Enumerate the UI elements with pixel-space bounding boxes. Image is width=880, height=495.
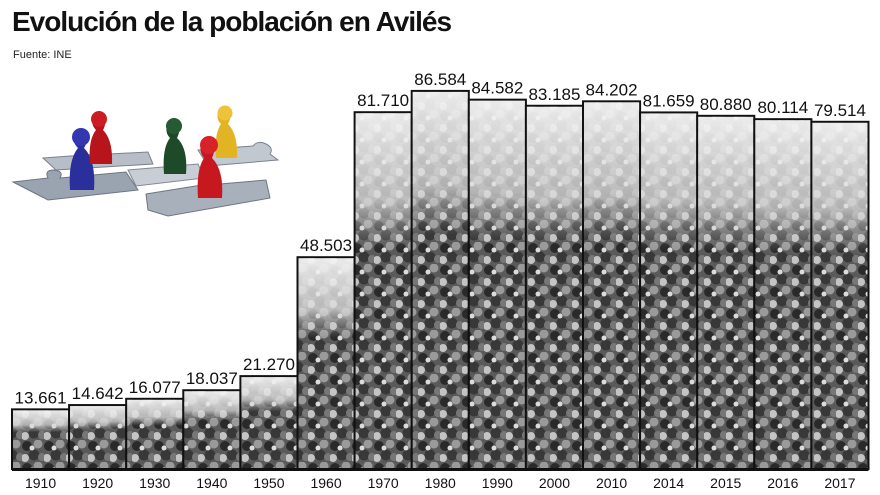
value-label: 79.514 xyxy=(814,101,866,120)
tick-label: 2017 xyxy=(824,475,855,491)
value-label: 13.661 xyxy=(15,388,67,407)
value-label: 84.202 xyxy=(586,80,638,99)
game-pawns xyxy=(69,105,238,198)
tick-label: 2014 xyxy=(653,475,684,491)
bar-2014 xyxy=(639,111,699,470)
tick-label: 1910 xyxy=(25,475,56,491)
bar-1980 xyxy=(410,89,470,470)
bar-sky-overlay xyxy=(698,116,754,468)
bar-2010 xyxy=(582,100,642,470)
bar-2016 xyxy=(753,118,813,471)
bar-1990 xyxy=(467,98,527,470)
tick-label: 1920 xyxy=(82,475,113,491)
puzzle-game-pieces-icon xyxy=(11,105,280,217)
tick-label: 2000 xyxy=(539,475,570,491)
bars-group xyxy=(11,89,870,471)
green-pawn-icon xyxy=(163,118,187,174)
blue-pawn-icon xyxy=(69,128,95,190)
value-label: 14.642 xyxy=(72,384,124,403)
value-label: 48.503 xyxy=(300,236,352,255)
bar-sky-overlay xyxy=(641,113,697,468)
bar-1910 xyxy=(11,408,71,470)
yellow-pawn-icon xyxy=(215,105,238,158)
bar-1950 xyxy=(239,375,299,470)
tick-label: 2015 xyxy=(710,475,741,491)
bar-2015 xyxy=(696,114,756,470)
value-label: 21.270 xyxy=(243,355,295,374)
value-label: 81.659 xyxy=(643,91,695,110)
bar-sky-overlay xyxy=(355,113,411,468)
bar-sky-overlay xyxy=(412,91,468,468)
value-label: 84.582 xyxy=(471,79,523,98)
chart-title: Evolución de la población en Avilés xyxy=(12,6,452,37)
bar-sky-overlay xyxy=(184,391,240,468)
bar-sky-overlay xyxy=(241,377,297,468)
value-label: 86.584 xyxy=(414,70,466,89)
bar-2000 xyxy=(524,104,585,471)
bar-1970 xyxy=(353,111,413,470)
red-pawn-front-icon xyxy=(197,136,223,198)
bar-sky-overlay xyxy=(70,406,126,468)
value-label: 83.185 xyxy=(528,85,580,104)
tick-label: 1950 xyxy=(253,475,284,491)
bar-sky-overlay xyxy=(812,122,868,468)
tick-label: 1960 xyxy=(310,475,341,491)
bar-sky-overlay xyxy=(469,100,525,468)
value-label: 18.037 xyxy=(186,369,238,388)
tick-label: 1990 xyxy=(482,475,513,491)
bar-1930 xyxy=(125,397,185,470)
tick-label: 2010 xyxy=(596,475,627,491)
tick-label: 1940 xyxy=(196,475,227,491)
bar-sky-overlay xyxy=(298,258,354,468)
puzzle-pieces xyxy=(11,141,280,217)
red-pawn-icon xyxy=(89,111,113,164)
bar-1940 xyxy=(182,389,242,470)
bar-sky-overlay xyxy=(127,399,183,468)
value-label: 81.710 xyxy=(357,91,409,110)
bar-2017 xyxy=(810,120,870,470)
bar-sky-overlay xyxy=(584,102,640,468)
bar-sky-overlay xyxy=(526,106,582,468)
value-label: 16.077 xyxy=(129,378,181,397)
tick-label: 2016 xyxy=(767,475,798,491)
bar-sky-overlay xyxy=(755,120,811,468)
bar-1960 xyxy=(296,256,356,470)
value-label: 80.880 xyxy=(700,95,752,114)
tick-label: 1980 xyxy=(425,475,456,491)
tick-label: 1930 xyxy=(139,475,170,491)
source-note: Fuente: INE xyxy=(13,49,72,61)
x-axis-ticks: 1910 1920 1930 1940 1950 1960 1970 1980 1990 2000… xyxy=(12,469,869,491)
bar-sky-overlay xyxy=(13,410,69,468)
bar-1920 xyxy=(68,404,128,470)
tick-label: 1970 xyxy=(368,475,399,491)
value-labels-group: 13.661 14.642 16.077 18.037 21.270 48.503 81.7… xyxy=(15,70,866,407)
value-label: 80.114 xyxy=(757,98,808,117)
